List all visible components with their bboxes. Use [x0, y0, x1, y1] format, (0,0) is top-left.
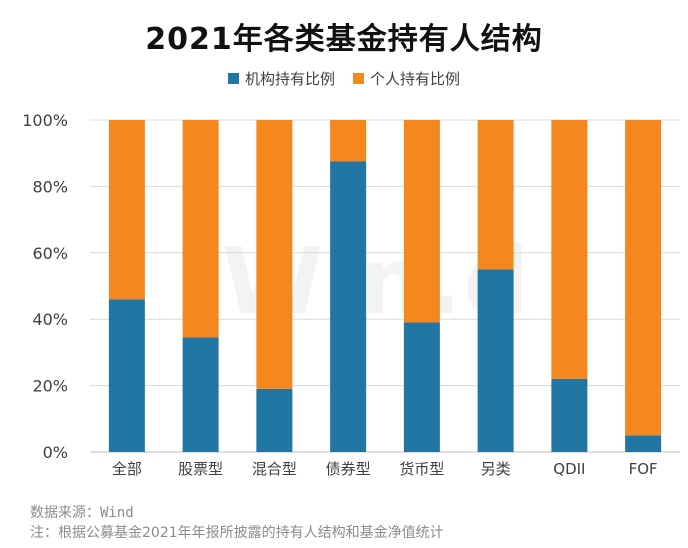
- y-tick-label: 60%: [32, 244, 68, 263]
- bar-institutional-0: [108, 299, 145, 452]
- bar-institutional-5: [477, 269, 514, 452]
- bar-institutional-4: [403, 322, 440, 452]
- y-tick-label: 100%: [22, 111, 68, 130]
- bar-individual-6: [551, 120, 588, 379]
- chart-title: 2021年各类基金持有人结构: [145, 22, 543, 57]
- y-tick-label: 80%: [32, 177, 68, 196]
- x-tick-label: 另类: [481, 460, 511, 478]
- bar-institutional-6: [551, 378, 588, 452]
- bar-institutional-3: [330, 161, 367, 452]
- bar-institutional-2: [256, 388, 293, 452]
- bar-individual-4: [403, 120, 440, 323]
- legend-label-institutional: 机构持有比例: [244, 70, 335, 88]
- footnote: 注：根据公募基金2021年年报所披露的持有人结构和基金净值统计: [30, 525, 444, 541]
- data-source-note: 数据来源：Wind: [30, 505, 134, 521]
- x-tick-label: 全部: [112, 460, 142, 478]
- y-tick-label: 20%: [32, 377, 68, 396]
- bar-individual-5: [477, 120, 514, 270]
- bar-individual-1: [182, 120, 219, 338]
- bar-institutional-7: [625, 435, 662, 452]
- chart-legend: 机构持有比例 个人持有比例: [0, 68, 688, 89]
- bar-individual-0: [108, 120, 145, 300]
- x-tick-label: 股票型: [178, 460, 223, 478]
- bar-individual-3: [330, 120, 367, 162]
- x-tick-label: FOF: [629, 460, 658, 478]
- bar-individual-7: [625, 120, 662, 436]
- x-tick-label: 债券型: [326, 460, 371, 478]
- legend-label-individual: 个人持有比例: [370, 70, 461, 88]
- x-tick-label: 混合型: [252, 460, 297, 478]
- y-tick-label: 0%: [43, 443, 68, 462]
- y-tick-label: 40%: [32, 310, 68, 329]
- x-tick-label: QDII: [553, 460, 585, 478]
- x-tick-label: 货币型: [399, 460, 444, 478]
- bar-institutional-1: [182, 337, 219, 452]
- bar-individual-2: [256, 120, 293, 389]
- legend-swatch-institutional: [227, 73, 239, 84]
- legend-item-institutional: 机构持有比例: [227, 68, 335, 89]
- legend-swatch-individual: [353, 73, 364, 84]
- legend-item-individual: 个人持有比例: [353, 68, 460, 89]
